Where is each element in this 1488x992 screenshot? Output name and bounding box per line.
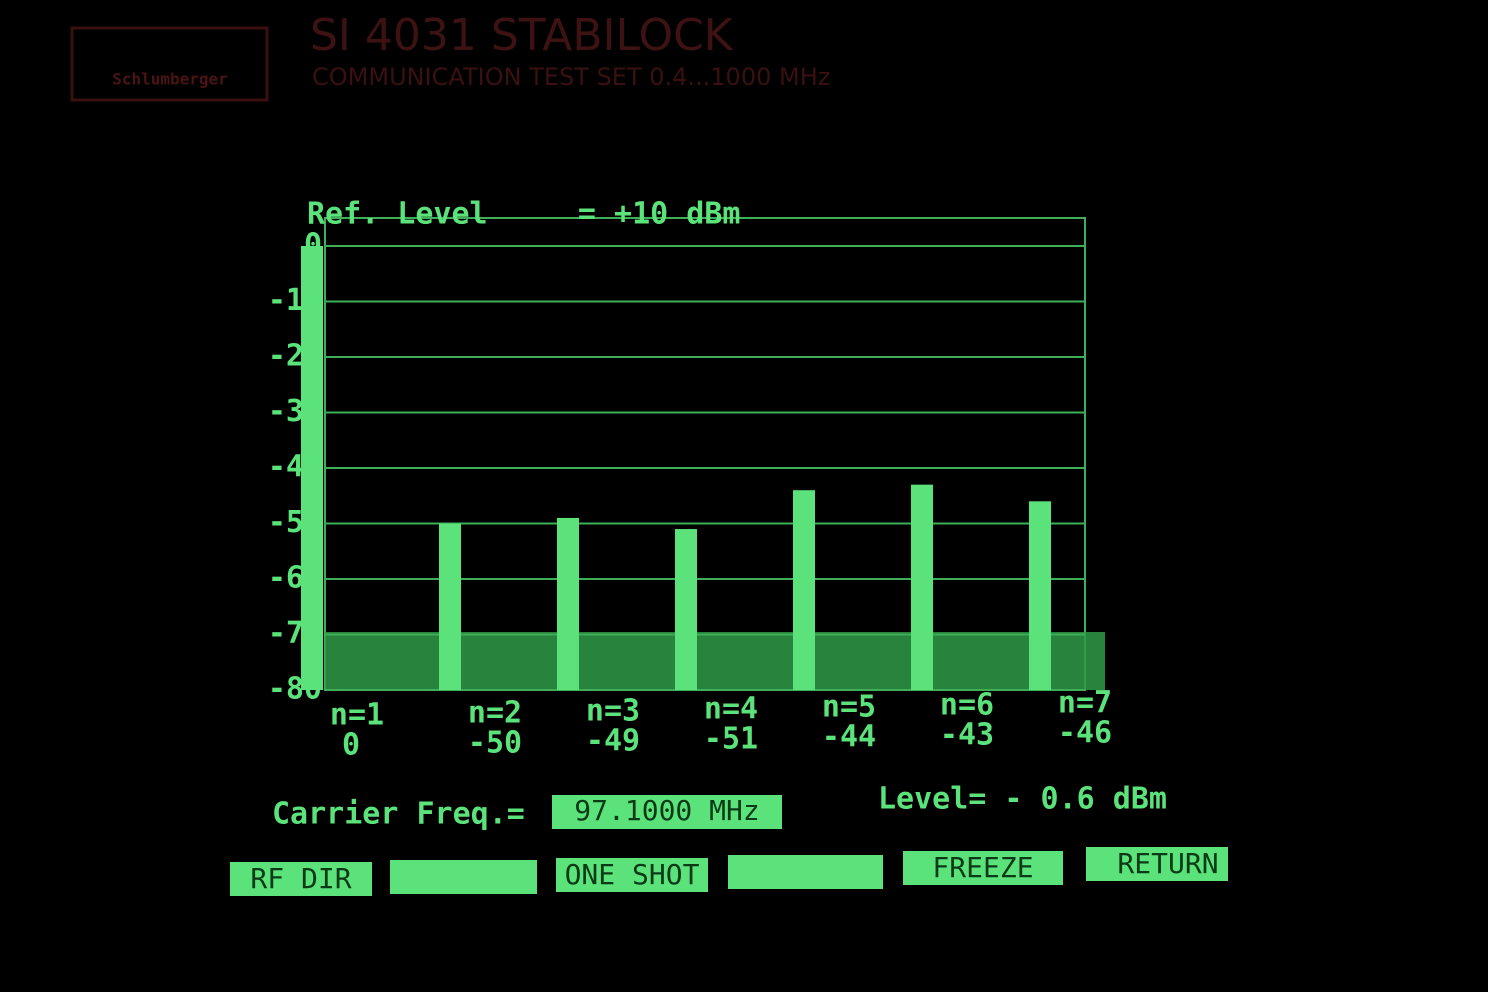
value-label: -50	[468, 726, 522, 761]
carrier-label: Carrier Freq.=	[272, 797, 525, 832]
model: SI 4031 STABILOCK	[310, 10, 734, 61]
softkey[interactable]	[903, 851, 1063, 885]
bar	[1029, 501, 1051, 690]
x-tick-label: n=3	[586, 694, 640, 729]
bar	[675, 529, 697, 690]
softkey[interactable]	[390, 860, 537, 894]
value-label: -46	[1058, 716, 1112, 751]
bar	[911, 484, 933, 690]
softkey[interactable]	[728, 855, 883, 889]
softkey-label: RF DIR	[250, 862, 351, 895]
value-label: 0	[342, 728, 360, 763]
softkey[interactable]	[1086, 847, 1228, 881]
value-label: -44	[822, 720, 876, 755]
softkey-label: RETURN	[1117, 847, 1218, 880]
bar	[439, 523, 461, 690]
x-tick-label: n=2	[468, 696, 522, 731]
softkey-label: FREEZE	[932, 851, 1033, 884]
value-label: -43	[940, 718, 994, 753]
x-tick-label: n=7	[1058, 686, 1112, 721]
value-label: -49	[586, 724, 640, 759]
bar	[301, 246, 323, 690]
bar	[557, 517, 579, 690]
brand: Schlumberger	[112, 70, 228, 89]
x-tick-label: n=4	[704, 692, 758, 727]
logo-box	[70, 26, 269, 102]
level: Level= - 0.6 dBm	[878, 782, 1167, 817]
bar	[793, 490, 815, 690]
softkey[interactable]	[556, 858, 708, 892]
carrier-box	[552, 795, 782, 829]
subtitle: COMMUNICATION TEST SET 0.4...1000 MHz	[312, 63, 830, 91]
softkeys: RF DIR ONE SHOT FREEZE RETURN	[230, 847, 1228, 896]
softkey[interactable]	[230, 862, 372, 896]
x-tick-label: n=1	[330, 698, 384, 733]
x-tick-label: n=6	[940, 688, 994, 723]
softkey-label: ONE SHOT	[565, 858, 700, 891]
carrier-value: 97.1000 MHz	[574, 794, 759, 827]
chart-title: Ref. Level = +10 dBm	[307, 197, 740, 232]
value-label: -51	[704, 722, 758, 757]
x-tick-label: n=5	[822, 690, 876, 725]
